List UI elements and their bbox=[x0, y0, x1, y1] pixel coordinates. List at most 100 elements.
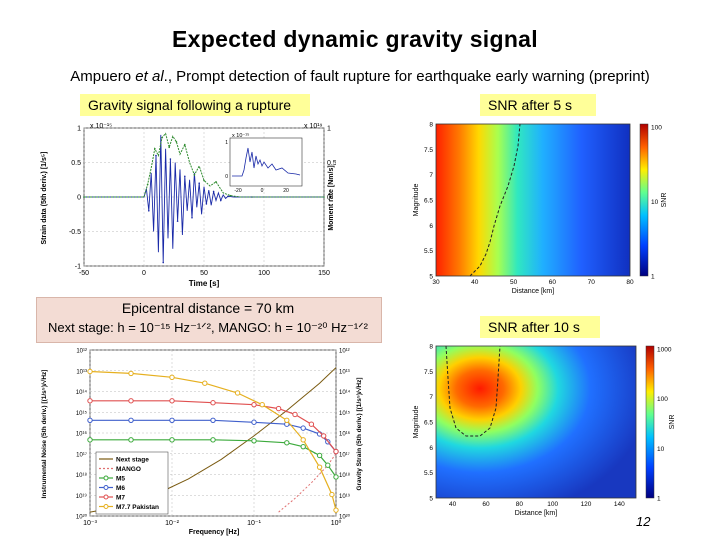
gravity-y-right-tick-1: 0.5 bbox=[327, 160, 336, 167]
gravity-y-tick-2: 0 bbox=[77, 195, 81, 202]
spectrum-legend-marker-3 bbox=[103, 485, 109, 490]
snr5-xlabel: Distance [km] bbox=[512, 288, 554, 295]
spectrum-legend-box bbox=[95, 451, 169, 515]
spectrum-y-tick-2: 10¹⁴ bbox=[76, 389, 88, 396]
spectrum-y-tick-7: 10¹⁹ bbox=[76, 493, 88, 500]
gravity-y-tick-0: -1 bbox=[75, 264, 81, 271]
snr10-y-tick-1: 5.5 bbox=[424, 470, 433, 477]
spectrum-point-2-6 bbox=[300, 443, 306, 450]
gravity-point-0-30 bbox=[212, 190, 215, 193]
gravity-point-1-16 bbox=[203, 179, 205, 182]
spectrum-y-tick-6: 10¹⁸ bbox=[76, 472, 88, 479]
gravity-point-1-18 bbox=[215, 181, 217, 183]
gravity-inset-x-tick-0: -20 bbox=[234, 188, 241, 194]
spectrum-point-3-3 bbox=[210, 417, 216, 424]
spectrum-legend-marker-4 bbox=[103, 494, 109, 500]
snr10-contour bbox=[445, 345, 501, 437]
subtitle-rest: ., Prompt detection of fault rupture for… bbox=[163, 68, 650, 85]
epicentral-distance-text: Epicentral distance = 70 km bbox=[121, 300, 295, 316]
snr10-y-tick-5: 7.5 bbox=[424, 369, 433, 376]
next-stage-text: Next stage: h = 10⁻¹⁵ Hz⁻¹ᐟ², MANGO: h =… bbox=[48, 320, 368, 335]
spectrum-y-right-tick-3: 10¹⁵ bbox=[339, 410, 351, 417]
gravity-y-right-exponent: x 10¹⁹ bbox=[304, 123, 323, 130]
snr5-x-tick-2: 50 bbox=[510, 279, 518, 286]
spectrum-point-5-8 bbox=[316, 464, 323, 470]
gravity-series-moment-rate bbox=[84, 132, 324, 198]
gravity-inset-series bbox=[232, 147, 301, 177]
gravity-point-0-24 bbox=[198, 182, 200, 184]
snr10-colorbar-tick-3: 1000 bbox=[657, 347, 672, 354]
snr10-x-tick-0: 40 bbox=[449, 501, 457, 508]
spectrum-point-5-1 bbox=[128, 370, 134, 377]
spectrum-y-right-tick-7: 10¹⁹ bbox=[339, 493, 351, 500]
subtitle-author: Ampuero bbox=[70, 68, 136, 85]
page-number: 12 bbox=[636, 514, 651, 529]
spectrum-y-tick-1: 10¹³ bbox=[76, 369, 87, 375]
spectrum-legend-marker-2 bbox=[103, 475, 109, 481]
spectrum-point-2-1 bbox=[128, 437, 134, 443]
gravity-inset-ticks: -20 0 20 0 1 bbox=[225, 140, 289, 194]
gravity-y-tick-3: 0.5 bbox=[71, 160, 81, 167]
spectrum-point-3-0 bbox=[87, 417, 93, 424]
gravity-x-tick-3: 100 bbox=[258, 270, 270, 277]
spectrum-x-tick-3: 10⁰ bbox=[331, 519, 342, 527]
spectrum-xlabel: Frequency [Hz] bbox=[189, 529, 240, 536]
snr10-y-tick-4: 7 bbox=[429, 394, 433, 401]
spectrum-y-right-tick-6: 10¹⁸ bbox=[339, 472, 351, 479]
gravity-y-tick-1: -0.5 bbox=[69, 229, 81, 236]
gravity-point-0-18 bbox=[184, 175, 186, 178]
snr10-colorbar bbox=[645, 345, 655, 499]
spectrum-point-4-2 bbox=[169, 398, 175, 404]
spectrum-ylabel: Instrumental Noise (5th deriv.) [(1/s⁵)/… bbox=[40, 370, 48, 499]
gravity-y-exponent: x 10⁻¹⁵ bbox=[90, 123, 112, 130]
snr5-frame bbox=[435, 123, 631, 277]
gravity-inset-exponent: x 10⁻¹⁵ bbox=[232, 132, 249, 139]
gravity-y-tick-4: 1 bbox=[77, 126, 81, 133]
spectrum-point-3-1 bbox=[128, 417, 134, 424]
snr5-y-tick-0: 5 bbox=[429, 274, 433, 281]
snr10-colorbar-tick-1: 10 bbox=[657, 446, 665, 453]
gravity-point-1-6 bbox=[161, 136, 163, 139]
spectrum-point-3-6 bbox=[300, 425, 306, 431]
spectrum-x-tick-0: 10⁻³ bbox=[83, 520, 97, 527]
spectrum-point-4-5 bbox=[275, 405, 282, 412]
snr10-x-tick-5: 140 bbox=[614, 501, 625, 508]
gravity-signal-label: Gravity signal following a rupture bbox=[80, 94, 310, 116]
snr5-x-tick-0: 30 bbox=[432, 279, 440, 286]
spectrum-y-tick-0: 10¹² bbox=[76, 349, 87, 355]
spectrum-point-4-3 bbox=[210, 400, 216, 406]
spectrum-y-right-tick-5: 10¹⁷ bbox=[339, 451, 350, 458]
snr5-heatmap-field bbox=[436, 124, 630, 276]
gravity-point-1-12 bbox=[184, 143, 186, 146]
snr5-colorbar-tick-1: 10 bbox=[651, 199, 659, 206]
spectrum-legend-marker-5 bbox=[103, 504, 109, 509]
spectrum-point-5-3 bbox=[202, 380, 208, 386]
spectrum-y-tick-3: 10¹⁵ bbox=[76, 410, 88, 417]
snr10-colorbar-tick-0: 1 bbox=[657, 496, 661, 503]
spectrum-point-2-8 bbox=[325, 462, 331, 468]
spectrum-chart: 10⁻³ 10⁻² 10⁻¹ 10⁰ 10¹² 10¹² 10¹³ 10¹³ 10¹⁴ 10¹⁴ 1… bbox=[40, 349, 363, 537]
gravity-point-0-21 bbox=[191, 216, 193, 219]
spectrum-y-right-tick-4: 10¹⁶ bbox=[339, 431, 351, 438]
gravity-point-0-6 bbox=[155, 154, 157, 157]
gravity-point-1-20 bbox=[229, 194, 232, 197]
spectrum-point-5-9 bbox=[329, 491, 335, 498]
spectrum-y-tick-5: 10¹⁷ bbox=[76, 451, 87, 458]
snr10-colorbar-tick-2: 100 bbox=[657, 396, 668, 403]
snr5-x-tick-3: 60 bbox=[549, 279, 557, 286]
gravity-x-tick-2: 50 bbox=[200, 270, 208, 277]
spectrum-point-2-9 bbox=[333, 474, 339, 480]
gravity-inset-x-tick-2: 20 bbox=[283, 188, 289, 194]
gravity-point-1-2 bbox=[146, 183, 149, 186]
gravity-point-0-3 bbox=[148, 210, 150, 212]
spectrum-point-4-6 bbox=[292, 411, 298, 418]
snr5-colorbar-tick-2: 100 bbox=[651, 125, 662, 132]
spectrum-series-M5 bbox=[90, 439, 337, 478]
spectrum-legend-label-4: M7 bbox=[116, 494, 125, 501]
snr5-y-tick-6: 8 bbox=[429, 122, 433, 129]
spectrum-point-5-4 bbox=[234, 390, 241, 396]
spectrum-point-5-0 bbox=[87, 368, 93, 375]
spectrum-y-right-tick-8: 10²⁰ bbox=[339, 514, 351, 521]
spectrum-y-right-tick-2: 10¹⁴ bbox=[339, 389, 351, 396]
